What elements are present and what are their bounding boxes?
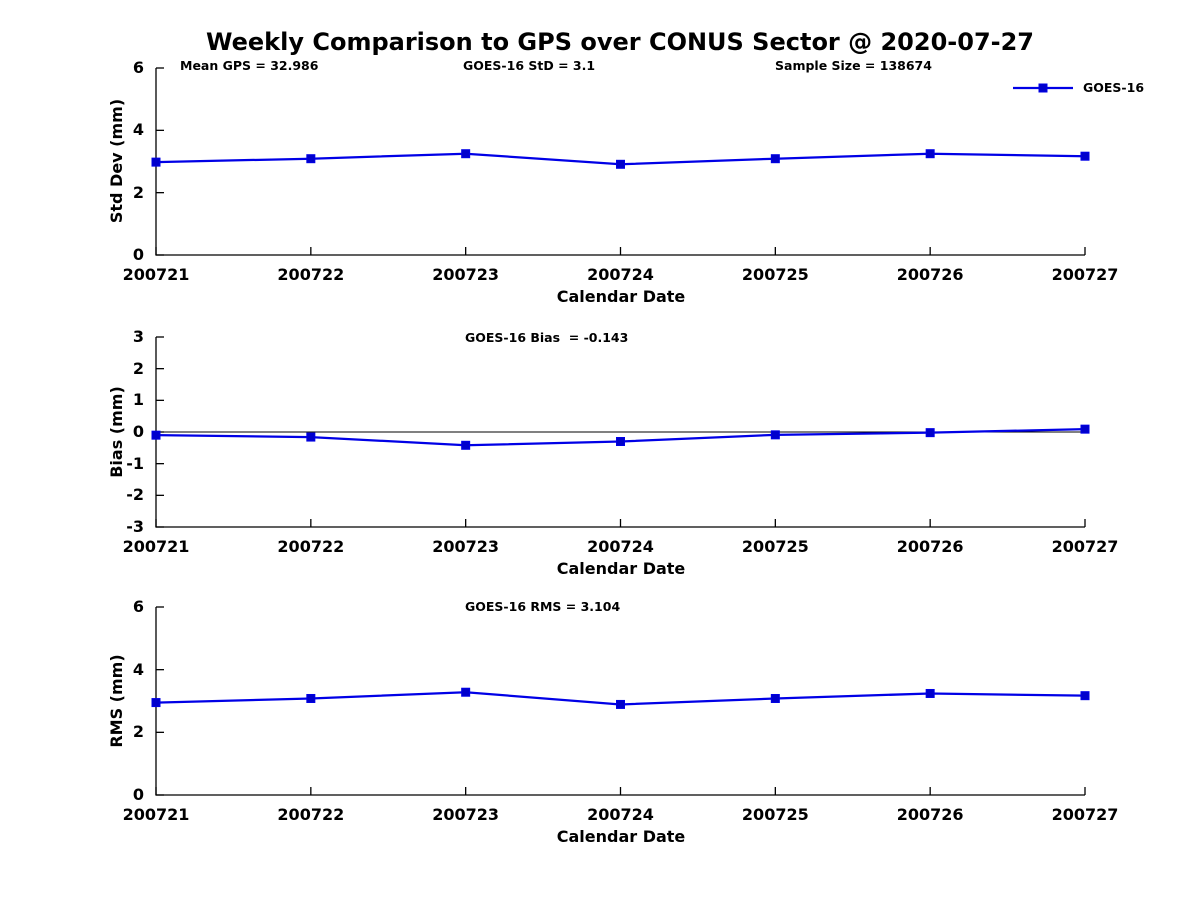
annotation-sample-size: Sample Size = 138674 <box>775 58 932 73</box>
legend-line-sample <box>1013 83 1073 92</box>
annotation-mean-gps: Mean GPS = 32.986 <box>180 58 319 73</box>
legend-label: GOES-16 <box>1083 80 1145 95</box>
data-point-marker <box>616 159 625 169</box>
figure-title: Weekly Comparison to GPS over CONUS Sect… <box>205 28 1034 56</box>
data-point-marker <box>151 698 161 708</box>
data-point-marker <box>1080 151 1090 161</box>
data-point-marker <box>306 693 316 703</box>
x-axis-label-top: Calendar Date <box>556 287 686 306</box>
y-axis-label-rms: RMS (mm) <box>107 654 126 748</box>
y-axis-label-stddev: Std Dev (mm) <box>107 98 126 224</box>
data-point-marker <box>461 687 471 697</box>
data-point-marker <box>306 154 316 164</box>
data-point-marker <box>770 154 780 164</box>
data-point-marker <box>925 428 935 438</box>
data-point-marker <box>151 157 161 167</box>
data-point-marker <box>1080 691 1090 701</box>
data-point-marker <box>151 430 161 440</box>
data-point-marker <box>461 149 471 159</box>
data-point-marker <box>925 149 935 159</box>
legend: GOES-16 <box>1012 80 1144 95</box>
annotation-goes16-std: GOES-16 StD = 3.1 <box>463 58 596 73</box>
data-point-marker <box>616 437 625 446</box>
data-point-marker <box>461 440 471 450</box>
data-point-marker <box>770 693 780 703</box>
data-point-marker <box>1080 424 1090 434</box>
data-point-marker <box>306 432 316 442</box>
x-axis-label-bottom: Calendar Date <box>556 827 686 846</box>
y-axis-label-bias: Bias (mm) <box>107 386 126 478</box>
data-point-marker <box>616 699 625 709</box>
data-point-marker <box>770 430 780 440</box>
legend-marker-icon <box>1038 83 1048 92</box>
data-point-marker <box>925 688 935 698</box>
annotation-goes16-bias: GOES-16 Bias = -0.143 <box>465 330 629 345</box>
annotation-goes16-rms: GOES-16 RMS = 3.104 <box>465 599 621 614</box>
x-axis-label-middle: Calendar Date <box>556 559 686 578</box>
